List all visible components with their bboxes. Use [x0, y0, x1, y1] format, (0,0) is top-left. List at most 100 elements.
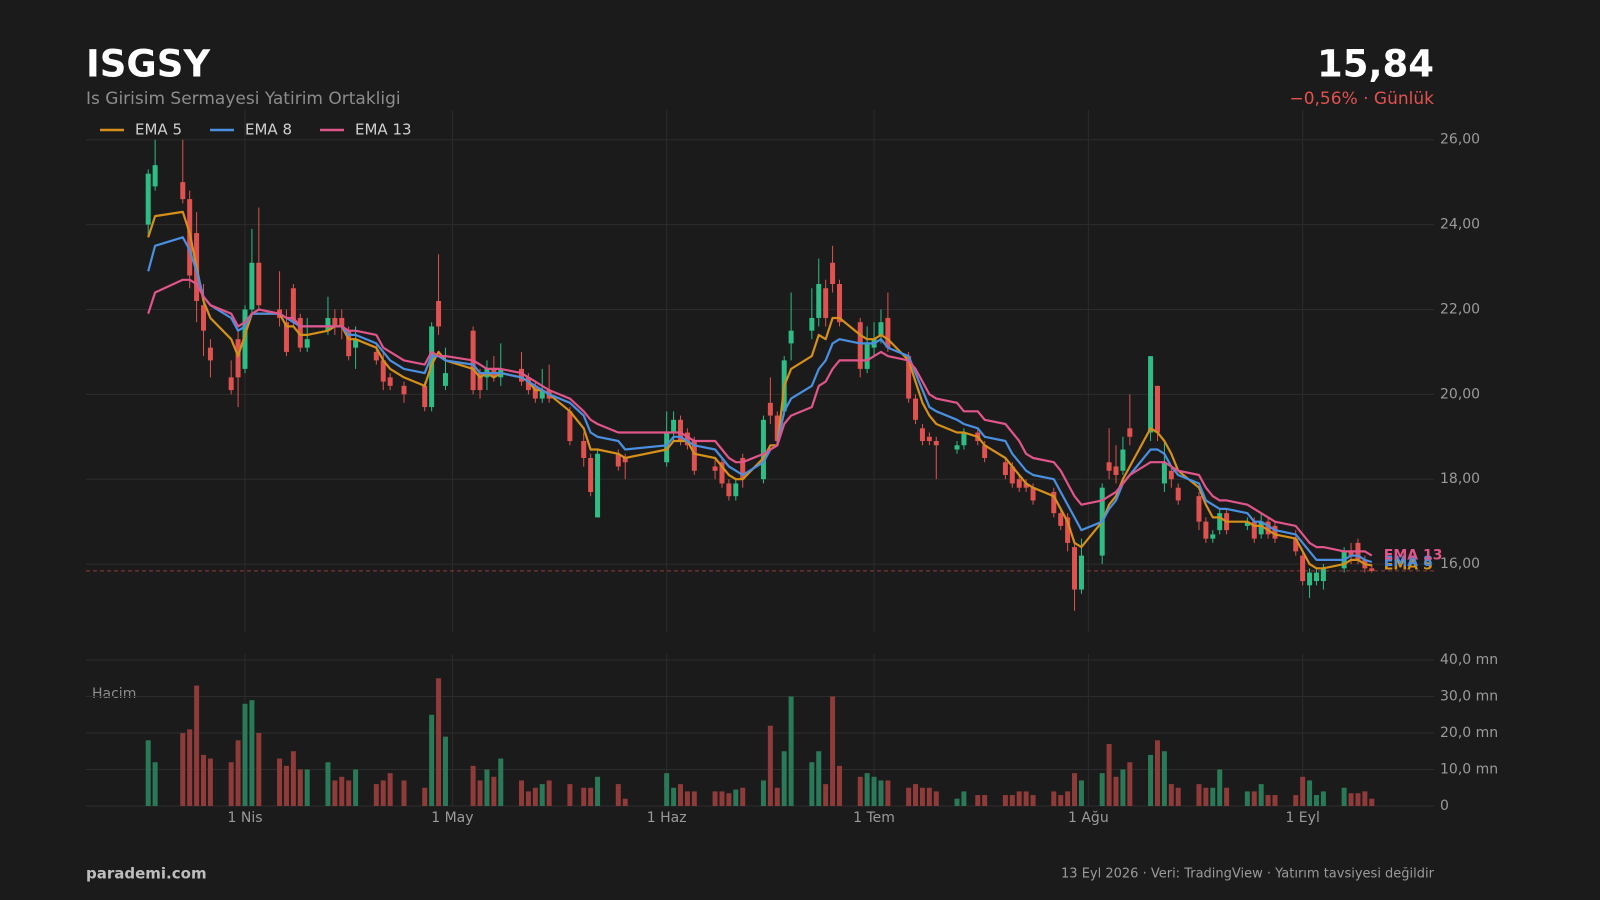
candle-body	[519, 368, 525, 382]
volume-bar	[1224, 787, 1230, 806]
volume-bar	[498, 758, 504, 806]
volume-bar	[283, 765, 289, 806]
candle-body	[297, 317, 303, 348]
candle-body	[1210, 534, 1216, 539]
candle-body	[691, 441, 697, 471]
volume-bar	[436, 678, 442, 806]
volume-bar	[1009, 795, 1015, 806]
candle-body	[678, 419, 684, 442]
candle-body	[1244, 521, 1250, 526]
volume-bar	[325, 762, 331, 806]
volume-bar	[1065, 791, 1071, 806]
x-tick-label: 1 Nis	[227, 810, 262, 826]
volume-bar	[1175, 787, 1181, 806]
volume-bar	[470, 765, 476, 806]
volume-bar	[1307, 780, 1313, 806]
volume-bar	[671, 787, 677, 806]
y-tick-label: 20,00	[1440, 386, 1480, 402]
candle-body	[823, 288, 829, 318]
volume-bar	[1355, 793, 1361, 806]
candle-body	[532, 385, 538, 399]
candle-body	[436, 300, 442, 327]
volume-bar	[581, 787, 587, 806]
x-tick-label: 1 Eyl	[1285, 810, 1319, 826]
volume-bar	[1348, 793, 1354, 806]
legend-label: EMA 8	[245, 121, 292, 139]
volume-bar	[1002, 795, 1008, 806]
candle-body	[836, 284, 842, 323]
volume-bar	[816, 751, 822, 806]
candle-body	[733, 483, 739, 497]
candle-body	[1065, 517, 1071, 543]
candle-body	[228, 377, 234, 391]
candle-body	[1161, 462, 1167, 484]
volume-bar	[1161, 751, 1167, 806]
candle-body	[1251, 521, 1257, 539]
candle-body	[712, 466, 718, 471]
volume-bar	[1313, 795, 1319, 806]
volume-bar	[256, 733, 262, 806]
candle-body	[1058, 513, 1064, 526]
volume-bar	[1058, 795, 1064, 806]
candle-body	[961, 432, 967, 446]
candle-body	[1203, 521, 1209, 539]
volume-bar	[760, 780, 766, 806]
volume-bar	[823, 784, 829, 806]
y-tick-label: 24,00	[1440, 217, 1480, 233]
candle-body	[283, 322, 289, 352]
candle-body	[913, 398, 919, 420]
candle-body	[1072, 547, 1078, 590]
candle-body	[152, 165, 158, 187]
candle-body	[387, 377, 393, 386]
y-tick-label: 16,00	[1440, 556, 1480, 572]
volume-bar	[401, 780, 407, 806]
candle-body	[1217, 513, 1223, 531]
volume-bar	[194, 685, 200, 806]
candle-body	[1154, 385, 1160, 433]
volume-bar	[1078, 780, 1084, 806]
candle-body	[1002, 462, 1008, 475]
volume-tick-label: 10,0 mn	[1440, 762, 1498, 778]
volume-bar	[346, 780, 352, 806]
candle-body	[290, 288, 296, 323]
volume-bar	[885, 780, 891, 806]
volume-bar	[1258, 784, 1264, 806]
candle-body	[353, 339, 359, 348]
candle-body	[1168, 470, 1174, 480]
volume-bar	[1120, 769, 1126, 806]
volume-bar	[207, 758, 213, 806]
candle-body	[615, 453, 621, 467]
volume-bar	[933, 791, 939, 806]
ema-line	[147, 210, 1373, 570]
volume-tick-label: 20,0 mn	[1440, 725, 1498, 741]
volume-bar	[588, 787, 594, 806]
candle-body	[1009, 466, 1015, 484]
volume-bar	[857, 776, 863, 806]
volume-bar	[1127, 762, 1133, 806]
candle-body	[581, 441, 587, 458]
volume-bar	[442, 736, 448, 806]
volume-tick-label: 30,0 mn	[1440, 689, 1498, 705]
candle-body	[919, 428, 925, 442]
candle-body	[1051, 491, 1057, 514]
volume-label: Hacim	[92, 686, 136, 702]
volume-bar	[532, 787, 538, 806]
volume-bar	[781, 751, 787, 806]
volume-bar	[277, 758, 283, 806]
candle-body	[1078, 555, 1084, 590]
y-tick-label: 26,00	[1440, 132, 1480, 148]
volume-bar	[1293, 795, 1299, 806]
volume-bar	[684, 791, 690, 806]
volume-bar	[1016, 791, 1022, 806]
candle-body	[567, 411, 573, 442]
candle-body	[933, 441, 939, 446]
candle-body	[595, 453, 601, 518]
ema-line	[147, 278, 1373, 557]
volume-bar	[664, 773, 670, 806]
candle-body	[380, 360, 386, 382]
volume-bar	[595, 776, 601, 806]
candle-body	[339, 317, 345, 327]
candle-body	[1258, 521, 1264, 535]
volume-bar	[864, 773, 870, 806]
volume-bar	[373, 784, 379, 806]
